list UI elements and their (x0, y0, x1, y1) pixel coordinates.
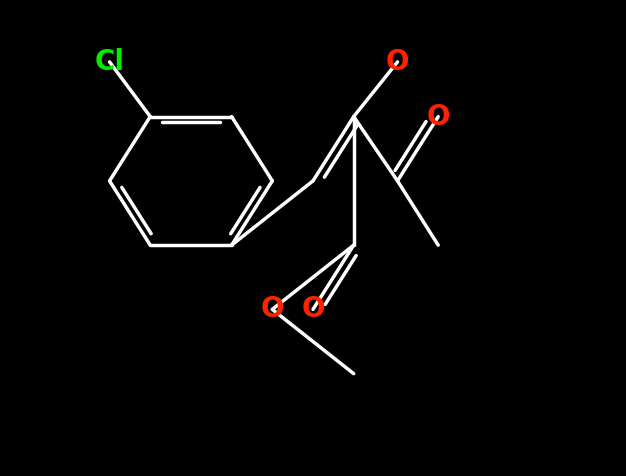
Text: O: O (426, 103, 450, 130)
Text: O: O (301, 296, 325, 323)
Text: O: O (386, 48, 409, 76)
Text: O: O (260, 296, 284, 323)
Text: Cl: Cl (95, 48, 125, 76)
